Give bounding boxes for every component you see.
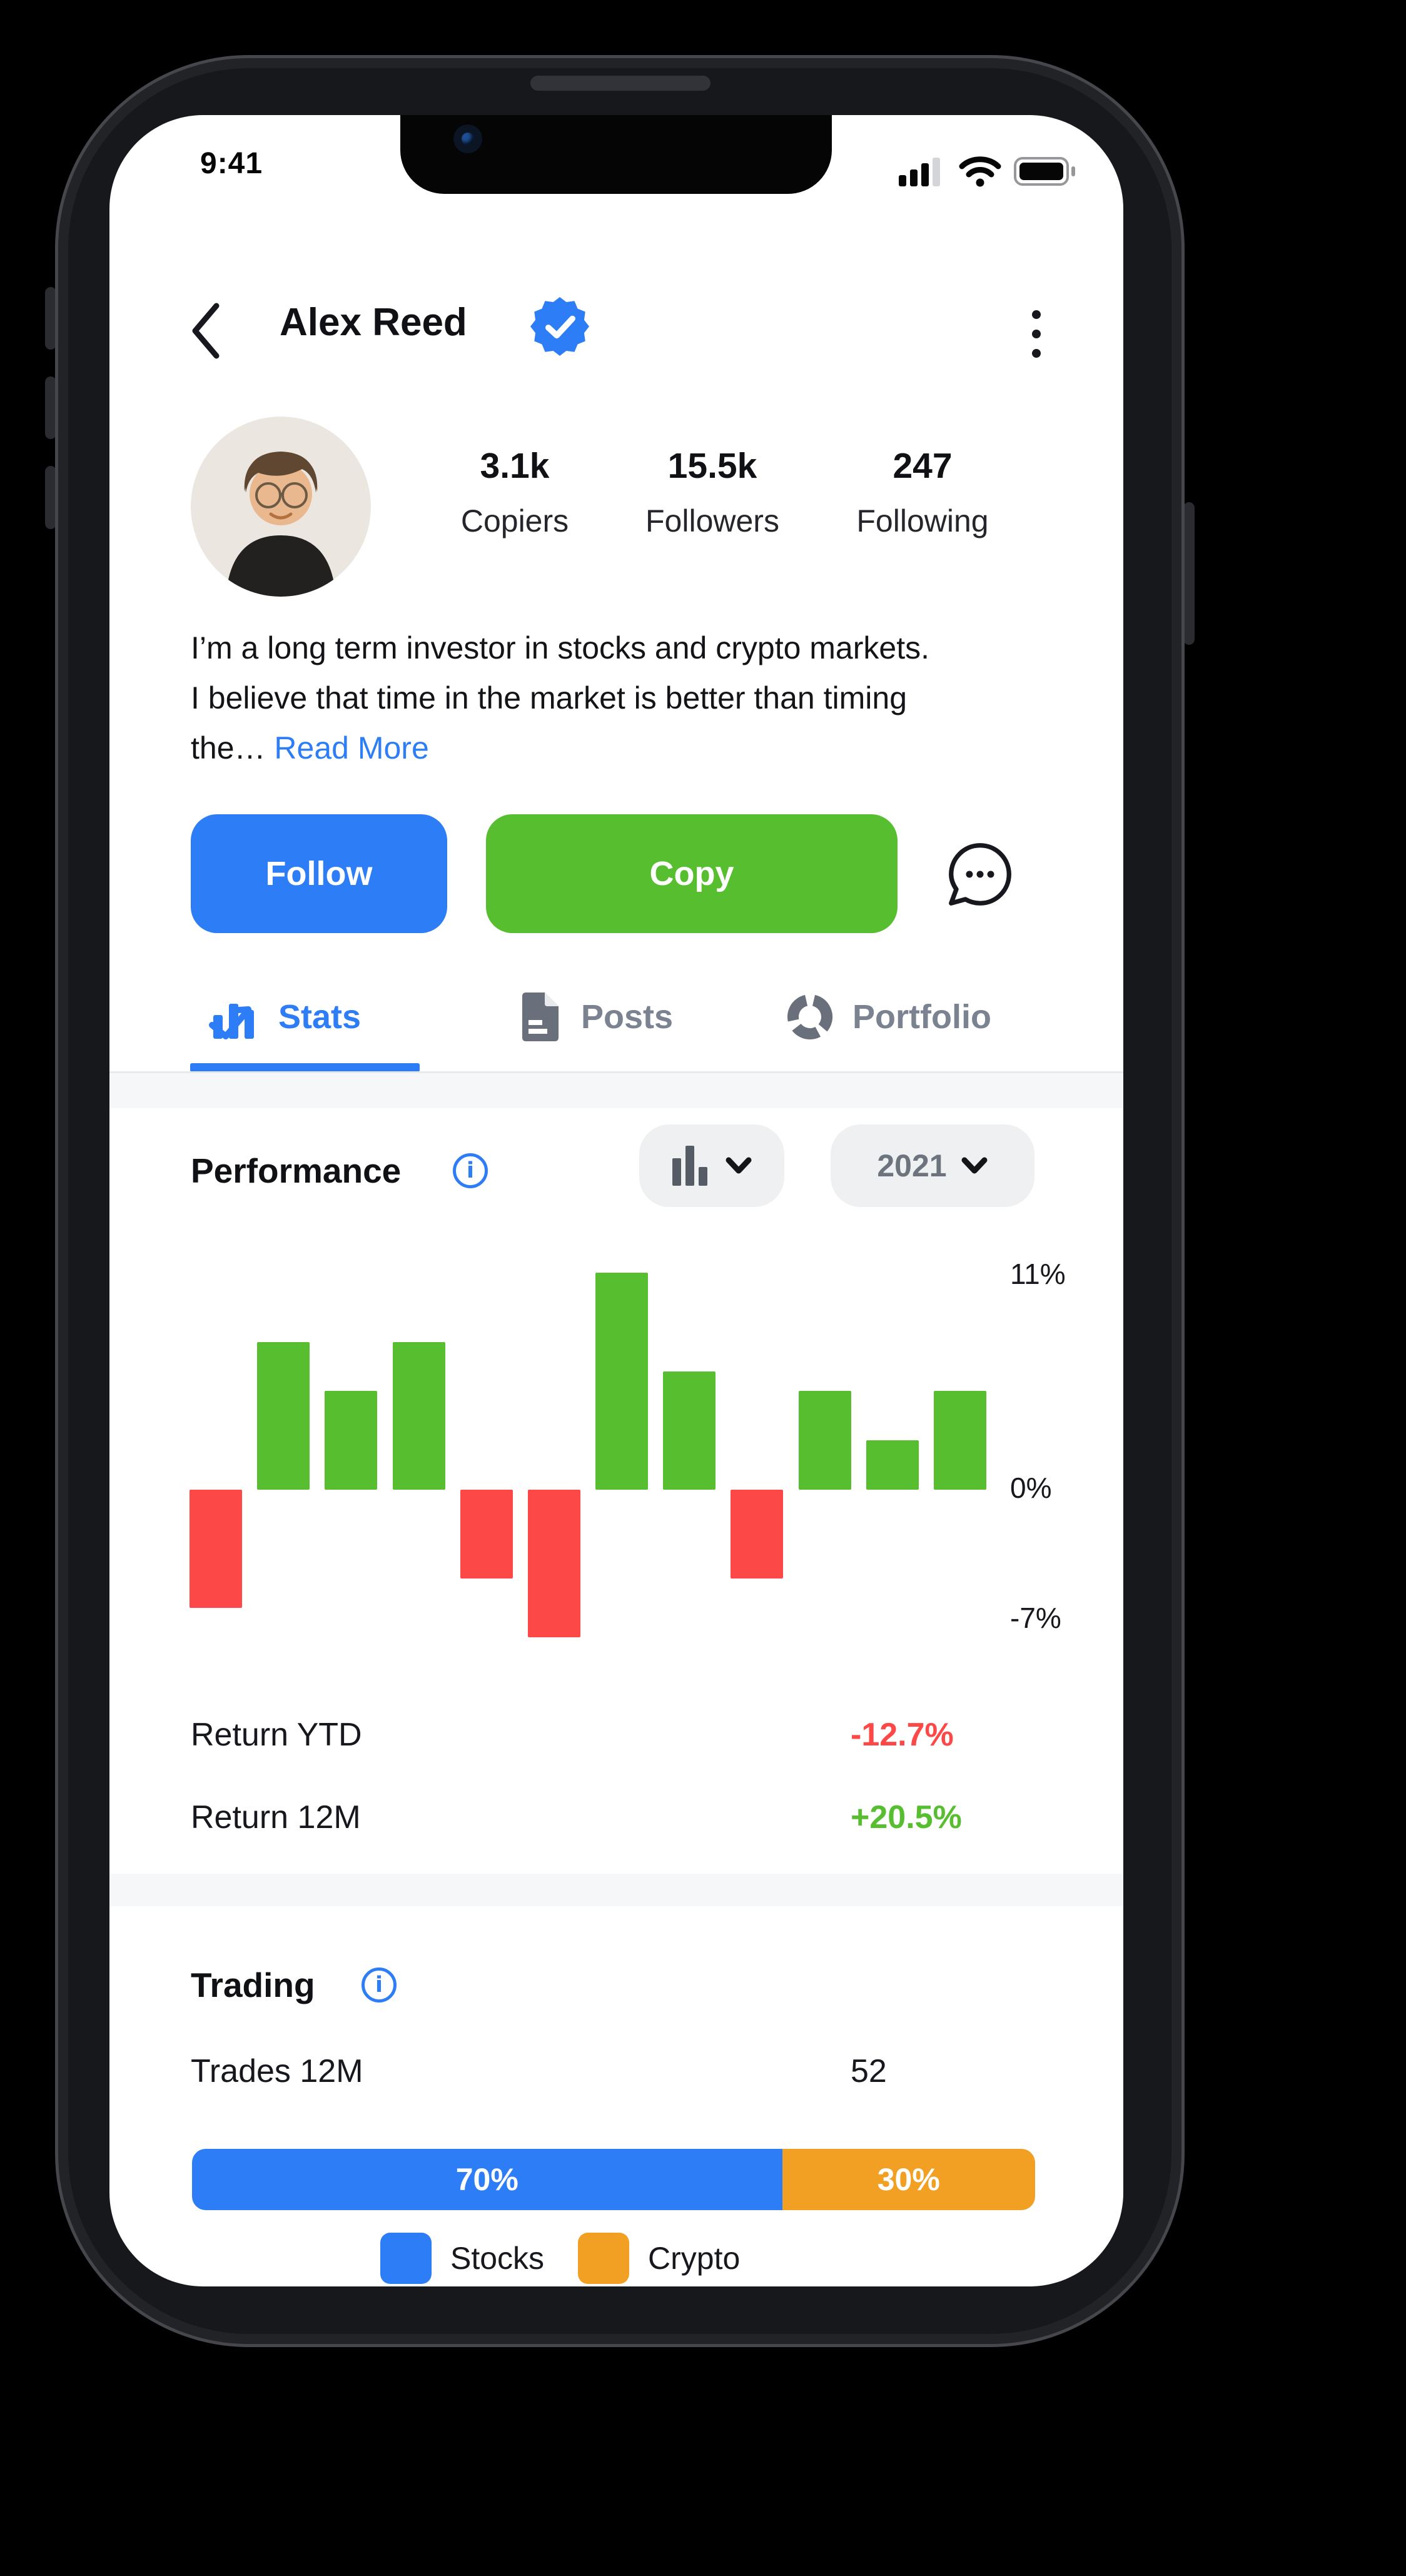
- y-axis-tick: -7%: [1010, 1602, 1061, 1634]
- year-selector-value: 2021: [877, 1148, 947, 1183]
- phone-screen: 9:41: [109, 115, 1123, 2286]
- message-button[interactable]: [945, 839, 1015, 909]
- followers-count: 15.5k: [667, 446, 757, 486]
- battery-icon: [1014, 156, 1076, 187]
- stat-copiers: 3.1k Copiers: [421, 445, 609, 539]
- legend-crypto-label: Crypto: [648, 2241, 741, 2276]
- legend-stocks-label: Stocks: [450, 2241, 545, 2276]
- page-title: Alex Reed: [280, 301, 467, 344]
- performance-bar: [325, 1391, 377, 1490]
- y-axis-tick: 0%: [1010, 1472, 1052, 1504]
- kebab-menu-icon[interactable]: [1018, 303, 1055, 365]
- status-time: 9:41: [200, 147, 263, 180]
- followers-label: Followers: [645, 503, 779, 538]
- return-12m-value: +20.5%: [851, 1799, 962, 1836]
- chart-type-selector[interactable]: [639, 1124, 784, 1207]
- read-more-link[interactable]: Read More: [274, 730, 429, 765]
- stats-icon: [208, 990, 262, 1044]
- chevron-down-icon: [961, 1156, 988, 1175]
- performance-bar: [731, 1490, 783, 1578]
- verified-badge-icon: [530, 296, 590, 356]
- divider: [109, 1071, 1123, 1073]
- trading-title: Trading: [191, 1966, 315, 2004]
- performance-bar: [934, 1391, 986, 1490]
- performance-bar: [257, 1342, 310, 1490]
- return-ytd-label: Return YTD: [191, 1717, 362, 1753]
- tab-portfolio[interactable]: Portfolio: [784, 986, 991, 1048]
- y-axis-tick: 11%: [1010, 1258, 1066, 1290]
- back-chevron-icon: [189, 302, 221, 360]
- tab-posts-label: Posts: [581, 998, 674, 1036]
- display-notch: [400, 115, 832, 194]
- performance-bar: [595, 1273, 648, 1490]
- wifi-icon: [959, 156, 1001, 187]
- power-button: [1183, 502, 1195, 645]
- portfolio-icon: [784, 991, 836, 1043]
- return-12m-label: Return 12M: [191, 1799, 361, 1836]
- volume-down-button: [45, 466, 56, 529]
- posts-icon: [516, 990, 565, 1044]
- allocation-segment-stocks: 70%: [192, 2149, 782, 2210]
- tab-stats-label: Stats: [278, 998, 362, 1036]
- crypto-swatch-icon: [578, 2233, 629, 2284]
- front-camera: [453, 124, 482, 153]
- allocation-bar: 70% 30%: [192, 2149, 1035, 2210]
- bar-chart-icon: [671, 1143, 711, 1188]
- performance-bar: [799, 1391, 851, 1490]
- active-tab-indicator: [190, 1063, 420, 1072]
- stocks-swatch-icon: [380, 2233, 432, 2284]
- bio-text: I’m a long term investor in stocks and c…: [191, 630, 929, 765]
- performance-bar: [393, 1342, 445, 1490]
- info-icon[interactable]: i: [453, 1153, 488, 1188]
- tab-stats[interactable]: Stats: [208, 986, 361, 1048]
- copiers-count: 3.1k: [480, 446, 550, 486]
- chevron-down-icon: [725, 1156, 752, 1175]
- legend-crypto: Crypto: [578, 2233, 740, 2284]
- message-bubble-icon: [945, 839, 1015, 909]
- stat-following: 247 Following: [829, 445, 1016, 539]
- performance-bar-chart: [190, 1263, 986, 1651]
- trades-12m-label: Trades 12M: [191, 2053, 363, 2089]
- copiers-label: Copiers: [460, 503, 569, 538]
- allocation-segment-crypto: 30%: [782, 2149, 1035, 2210]
- trades-12m-value: 52: [851, 2053, 887, 2089]
- avatar: [191, 417, 371, 597]
- performance-bar: [190, 1490, 242, 1608]
- return-ytd-value: -12.7%: [851, 1717, 954, 1753]
- performance-title: Performance: [191, 1151, 402, 1190]
- following-count: 247: [893, 446, 953, 486]
- tab-posts[interactable]: Posts: [516, 986, 673, 1048]
- status-icons: [899, 155, 1086, 188]
- info-icon[interactable]: i: [362, 1967, 397, 2003]
- volume-up-button: [45, 376, 56, 439]
- stat-followers: 15.5k Followers: [619, 445, 806, 539]
- tab-portfolio-label: Portfolio: [852, 998, 991, 1036]
- copy-button[interactable]: Copy: [486, 814, 898, 933]
- speaker-grille: [530, 76, 711, 91]
- performance-bar: [866, 1440, 919, 1490]
- section-gap: [109, 1874, 1123, 1906]
- back-button[interactable]: [183, 296, 227, 365]
- performance-bar: [663, 1371, 716, 1490]
- mute-switch: [45, 287, 56, 350]
- legend-stocks: Stocks: [380, 2233, 544, 2284]
- following-label: Following: [856, 503, 989, 538]
- follow-button[interactable]: Follow: [191, 814, 447, 933]
- performance-bar: [460, 1490, 513, 1578]
- section-gap: [109, 1073, 1123, 1108]
- phone-frame: 9:41: [55, 55, 1185, 2347]
- cellular-signal-icon: [899, 156, 946, 186]
- year-selector[interactable]: 2021: [831, 1124, 1034, 1207]
- performance-bar: [528, 1490, 580, 1637]
